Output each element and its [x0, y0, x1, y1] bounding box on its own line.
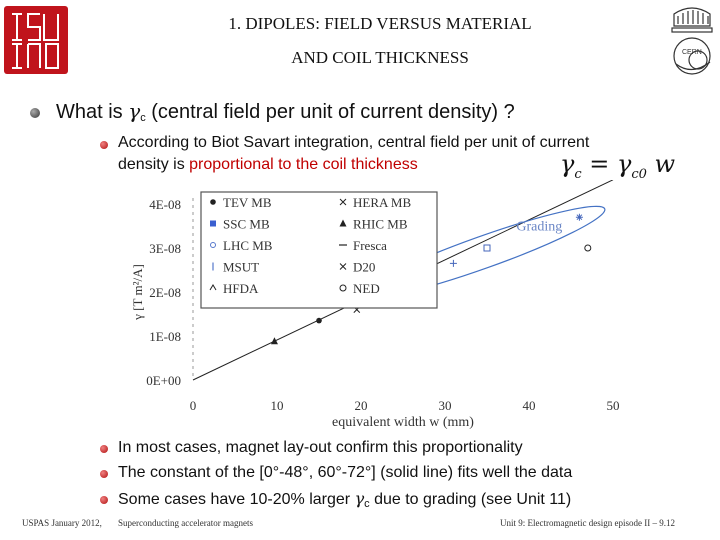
- sub-bullet-1-line-1: According to Biot Savart integration, ce…: [118, 134, 590, 151]
- gamma-subscript: c: [140, 112, 146, 124]
- sub-bullet-1-highlight: proportional to the coil thickness: [189, 156, 418, 173]
- y-tick-label: 2E-08: [149, 285, 181, 300]
- sub-bullet-icon: [100, 141, 108, 149]
- cern-logo-text: CERN: [682, 49, 702, 56]
- data-point: [575, 213, 583, 221]
- legend-label: MSUT: [223, 260, 259, 275]
- legend-label: D20: [353, 260, 375, 275]
- main-bullet-suffix: (central field per unit of current densi…: [145, 101, 515, 123]
- uspas-logo: [4, 6, 68, 74]
- legend-label: HERA MB: [353, 195, 411, 210]
- slide-title-line-1: 1. DIPOLES: FIELD VERSUS MATERIAL: [228, 14, 532, 33]
- formula-var: w: [646, 150, 676, 178]
- legend-marker: [339, 284, 347, 292]
- legend-label: NED: [353, 281, 380, 296]
- legend-label: HFDA: [223, 281, 259, 296]
- y-tick-label: 4E-08: [149, 197, 181, 212]
- legend-marker: [209, 284, 217, 291]
- y-tick-label: 0E+00: [146, 373, 181, 388]
- data-point: [584, 244, 592, 252]
- bottom-bullet-icon-3: [100, 496, 108, 504]
- x-tick-label: 30: [439, 398, 452, 413]
- gamma-symbol: γ: [128, 99, 141, 123]
- footer-course-title: Superconducting accelerator magnets: [118, 518, 253, 528]
- legend-label: SSC MB: [223, 217, 270, 232]
- formula: γc = γc0 w: [560, 150, 675, 182]
- legend-marker: [339, 263, 347, 270]
- y-tick-label: 3E-08: [149, 241, 181, 256]
- cern-logo: CERN: [668, 4, 716, 78]
- footer-course: USPAS January 2012,: [22, 518, 102, 528]
- sub-bullet-1: According to Biot Savart integration, ce…: [118, 132, 589, 176]
- legend-marker: [210, 199, 216, 205]
- legend-label: Fresca: [353, 238, 387, 253]
- data-point: [270, 337, 278, 345]
- legend-label: RHIC MB: [353, 217, 408, 232]
- sub-bullet-1-line-2: density is proportional to the coil thic…: [118, 154, 589, 176]
- bottom-gamma-subscript: c: [364, 498, 370, 510]
- legend-box: [200, 191, 438, 309]
- legend-marker: [210, 242, 216, 248]
- data-point: [316, 317, 322, 324]
- y-axis-label: γ [T m²/A]: [130, 264, 145, 321]
- formula-lhs: γ: [560, 150, 575, 178]
- legend-marker: [339, 219, 347, 227]
- legend-marker: [339, 198, 347, 206]
- x-tick-label: 20: [355, 398, 368, 413]
- x-axis-label: equivalent width w (mm): [332, 415, 474, 430]
- bottom-bullet-icon-1: [100, 445, 108, 453]
- bottom-bullet-3-suffix: due to grading (see Unit 11): [369, 491, 572, 508]
- formula-equals: =: [581, 150, 617, 178]
- main-bullet-text: What is γc (central field per unit of cu…: [56, 99, 515, 124]
- bottom-bullet-3-prefix: Some cases have 10-20% larger: [118, 491, 355, 508]
- slide-title-line-2: AND COIL THICKNESS: [291, 48, 469, 67]
- bottom-gamma-symbol: γ: [354, 489, 365, 508]
- grading-label: Grading: [516, 219, 562, 234]
- legend-label: TEV MB: [223, 195, 272, 210]
- footer-unit: Unit 9: Electromagnetic design episode I…: [500, 518, 675, 528]
- main-bullet-prefix: What is: [56, 101, 129, 123]
- bottom-bullet-2: The constant of the [0°-48°, 60°-72°] (s…: [118, 464, 573, 481]
- data-point: [449, 259, 457, 267]
- gamma-vs-width-chart: 0E+00 1E-08 2E-08 3E-08 4E-08 0 10 20 30 40 50 equi…: [130, 180, 620, 430]
- formula-rhs: γ: [617, 150, 632, 178]
- formula-rhs-sub: c0: [631, 167, 647, 182]
- y-tick-label: 1E-08: [149, 329, 181, 344]
- main-bullet-icon: [30, 108, 40, 118]
- bottom-bullet-3: Some cases have 10-20% larger γc due to …: [118, 488, 571, 515]
- x-tick-label: 10: [271, 398, 284, 413]
- x-tick-label: 50: [607, 398, 620, 413]
- formula-lhs-sub: c: [574, 167, 582, 182]
- bottom-bullet-1: In most cases, magnet lay-out confirm th…: [118, 439, 523, 456]
- x-tick-label: 40: [523, 398, 536, 413]
- data-point: [483, 244, 491, 252]
- legend-label: LHC MB: [223, 238, 273, 253]
- bottom-bullet-icon-2: [100, 470, 108, 478]
- sub-bullet-1-plain: density is: [118, 156, 190, 173]
- legend-marker: [210, 220, 216, 227]
- x-tick-label: 0: [190, 398, 197, 413]
